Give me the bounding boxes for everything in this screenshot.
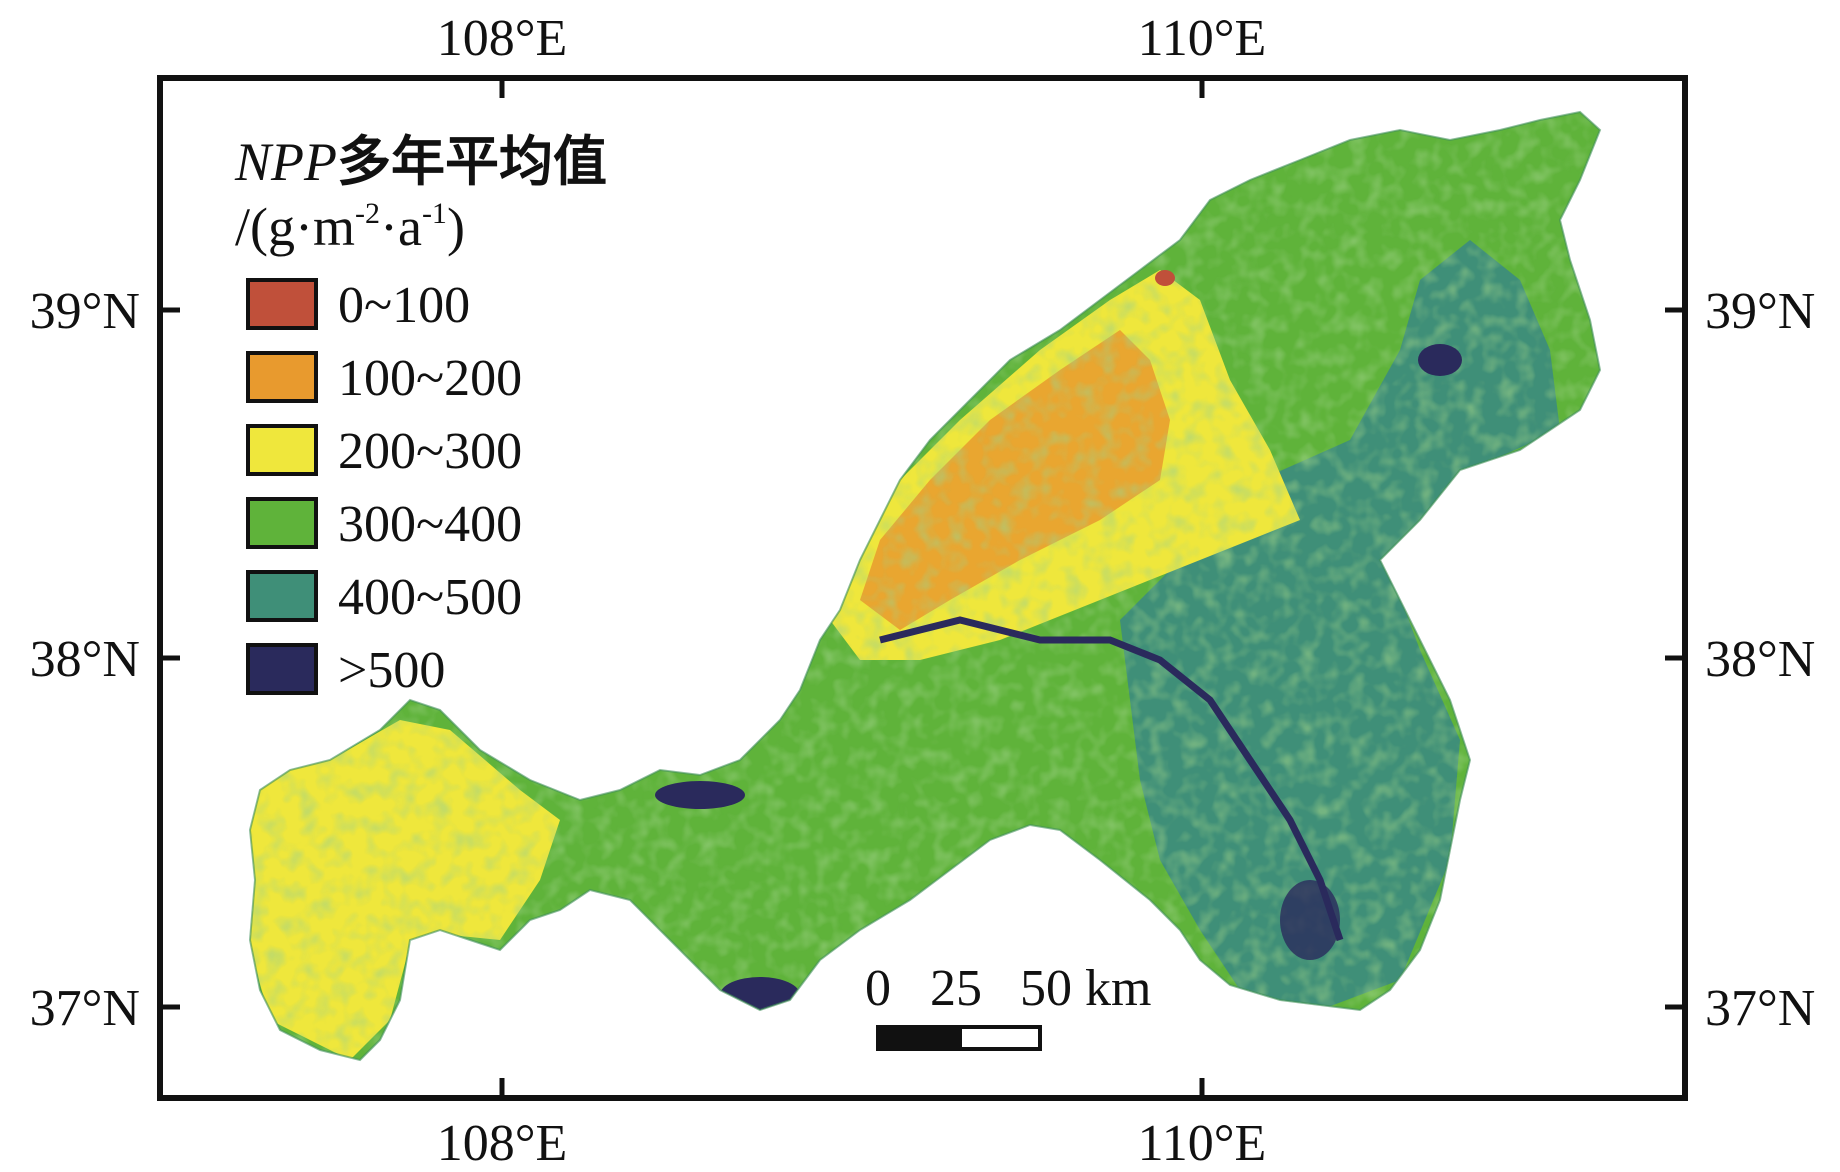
legend-unit-suffix: ) <box>447 197 465 257</box>
legend-label-300-400: 300~400 <box>338 496 522 553</box>
scale-label-0: 0 <box>865 960 891 1017</box>
zone-gt500-river <box>879 616 1344 942</box>
legend-unit-exp1: -2 <box>355 197 380 230</box>
legend-swatch-0-100 <box>246 278 318 330</box>
right-tick-label-37: 37°N <box>1705 980 1815 1037</box>
bottom-tick-label-110: 110°E <box>1138 1115 1267 1172</box>
legend-label-gt500: >500 <box>338 642 445 699</box>
region-outline <box>248 110 1602 1062</box>
scale-bar: 0 25 50 km <box>865 960 1151 1051</box>
zone-0-100-patch <box>1155 270 1175 286</box>
legend-label-200-300: 200~300 <box>338 423 522 480</box>
legend-title: NPP多年平均值 <box>234 130 607 193</box>
legend-title-cn: 多年平均值 <box>337 130 607 193</box>
legend-swatch-400-500 <box>246 570 318 622</box>
scale-segment-dark <box>876 1025 962 1051</box>
tick-marks <box>160 78 1685 1098</box>
legend-item-0-100: 0~100 <box>246 277 470 334</box>
legend-unit-exp2: -1 <box>422 197 447 230</box>
legend-item-400-500: 400~500 <box>246 569 522 626</box>
legend-item-200-300: 200~300 <box>246 423 522 480</box>
legend-label-0-100: 0~100 <box>338 277 470 334</box>
legend-item-300-400: 300~400 <box>246 496 522 553</box>
legend-title-npp: NPP <box>234 132 337 192</box>
legend-swatch-100-200 <box>246 351 318 403</box>
bottom-tick-label-108: 108°E <box>437 1115 568 1172</box>
zone-gt500-patch-4 <box>1280 880 1340 960</box>
top-tick-label-110: 110°E <box>1138 10 1267 67</box>
zone-gt500-patch-3 <box>1418 344 1462 376</box>
right-tick-label-38: 38°N <box>1705 631 1815 688</box>
legend-item-gt500: >500 <box>246 642 445 699</box>
legend: NPP多年平均值 /(g·m-2·a-1) 0~100 100~200 200~… <box>234 130 607 699</box>
zone-gt500-patch-1 <box>655 781 745 809</box>
top-tick-label-108: 108°E <box>437 10 568 67</box>
scale-segment-light <box>958 1025 1042 1051</box>
legend-swatch-gt500 <box>246 643 318 695</box>
legend-unit: /(g·m-2·a-1) <box>235 197 465 257</box>
scale-label-50km: 50 km <box>1020 960 1151 1017</box>
legend-label-400-500: 400~500 <box>338 569 522 626</box>
legend-unit-prefix: /(g·m <box>235 197 355 257</box>
right-tick-label-39: 39°N <box>1705 283 1815 340</box>
legend-label-100-200: 100~200 <box>338 350 522 407</box>
scale-label-25: 25 <box>930 960 982 1017</box>
legend-unit-mid: ·a <box>380 197 422 257</box>
left-tick-label-39: 39°N <box>30 283 140 340</box>
left-tick-label-37: 37°N <box>30 980 140 1037</box>
legend-item-100-200: 100~200 <box>246 350 522 407</box>
legend-swatch-200-300 <box>246 424 318 476</box>
legend-swatch-300-400 <box>246 497 318 549</box>
left-tick-label-38: 38°N <box>30 631 140 688</box>
